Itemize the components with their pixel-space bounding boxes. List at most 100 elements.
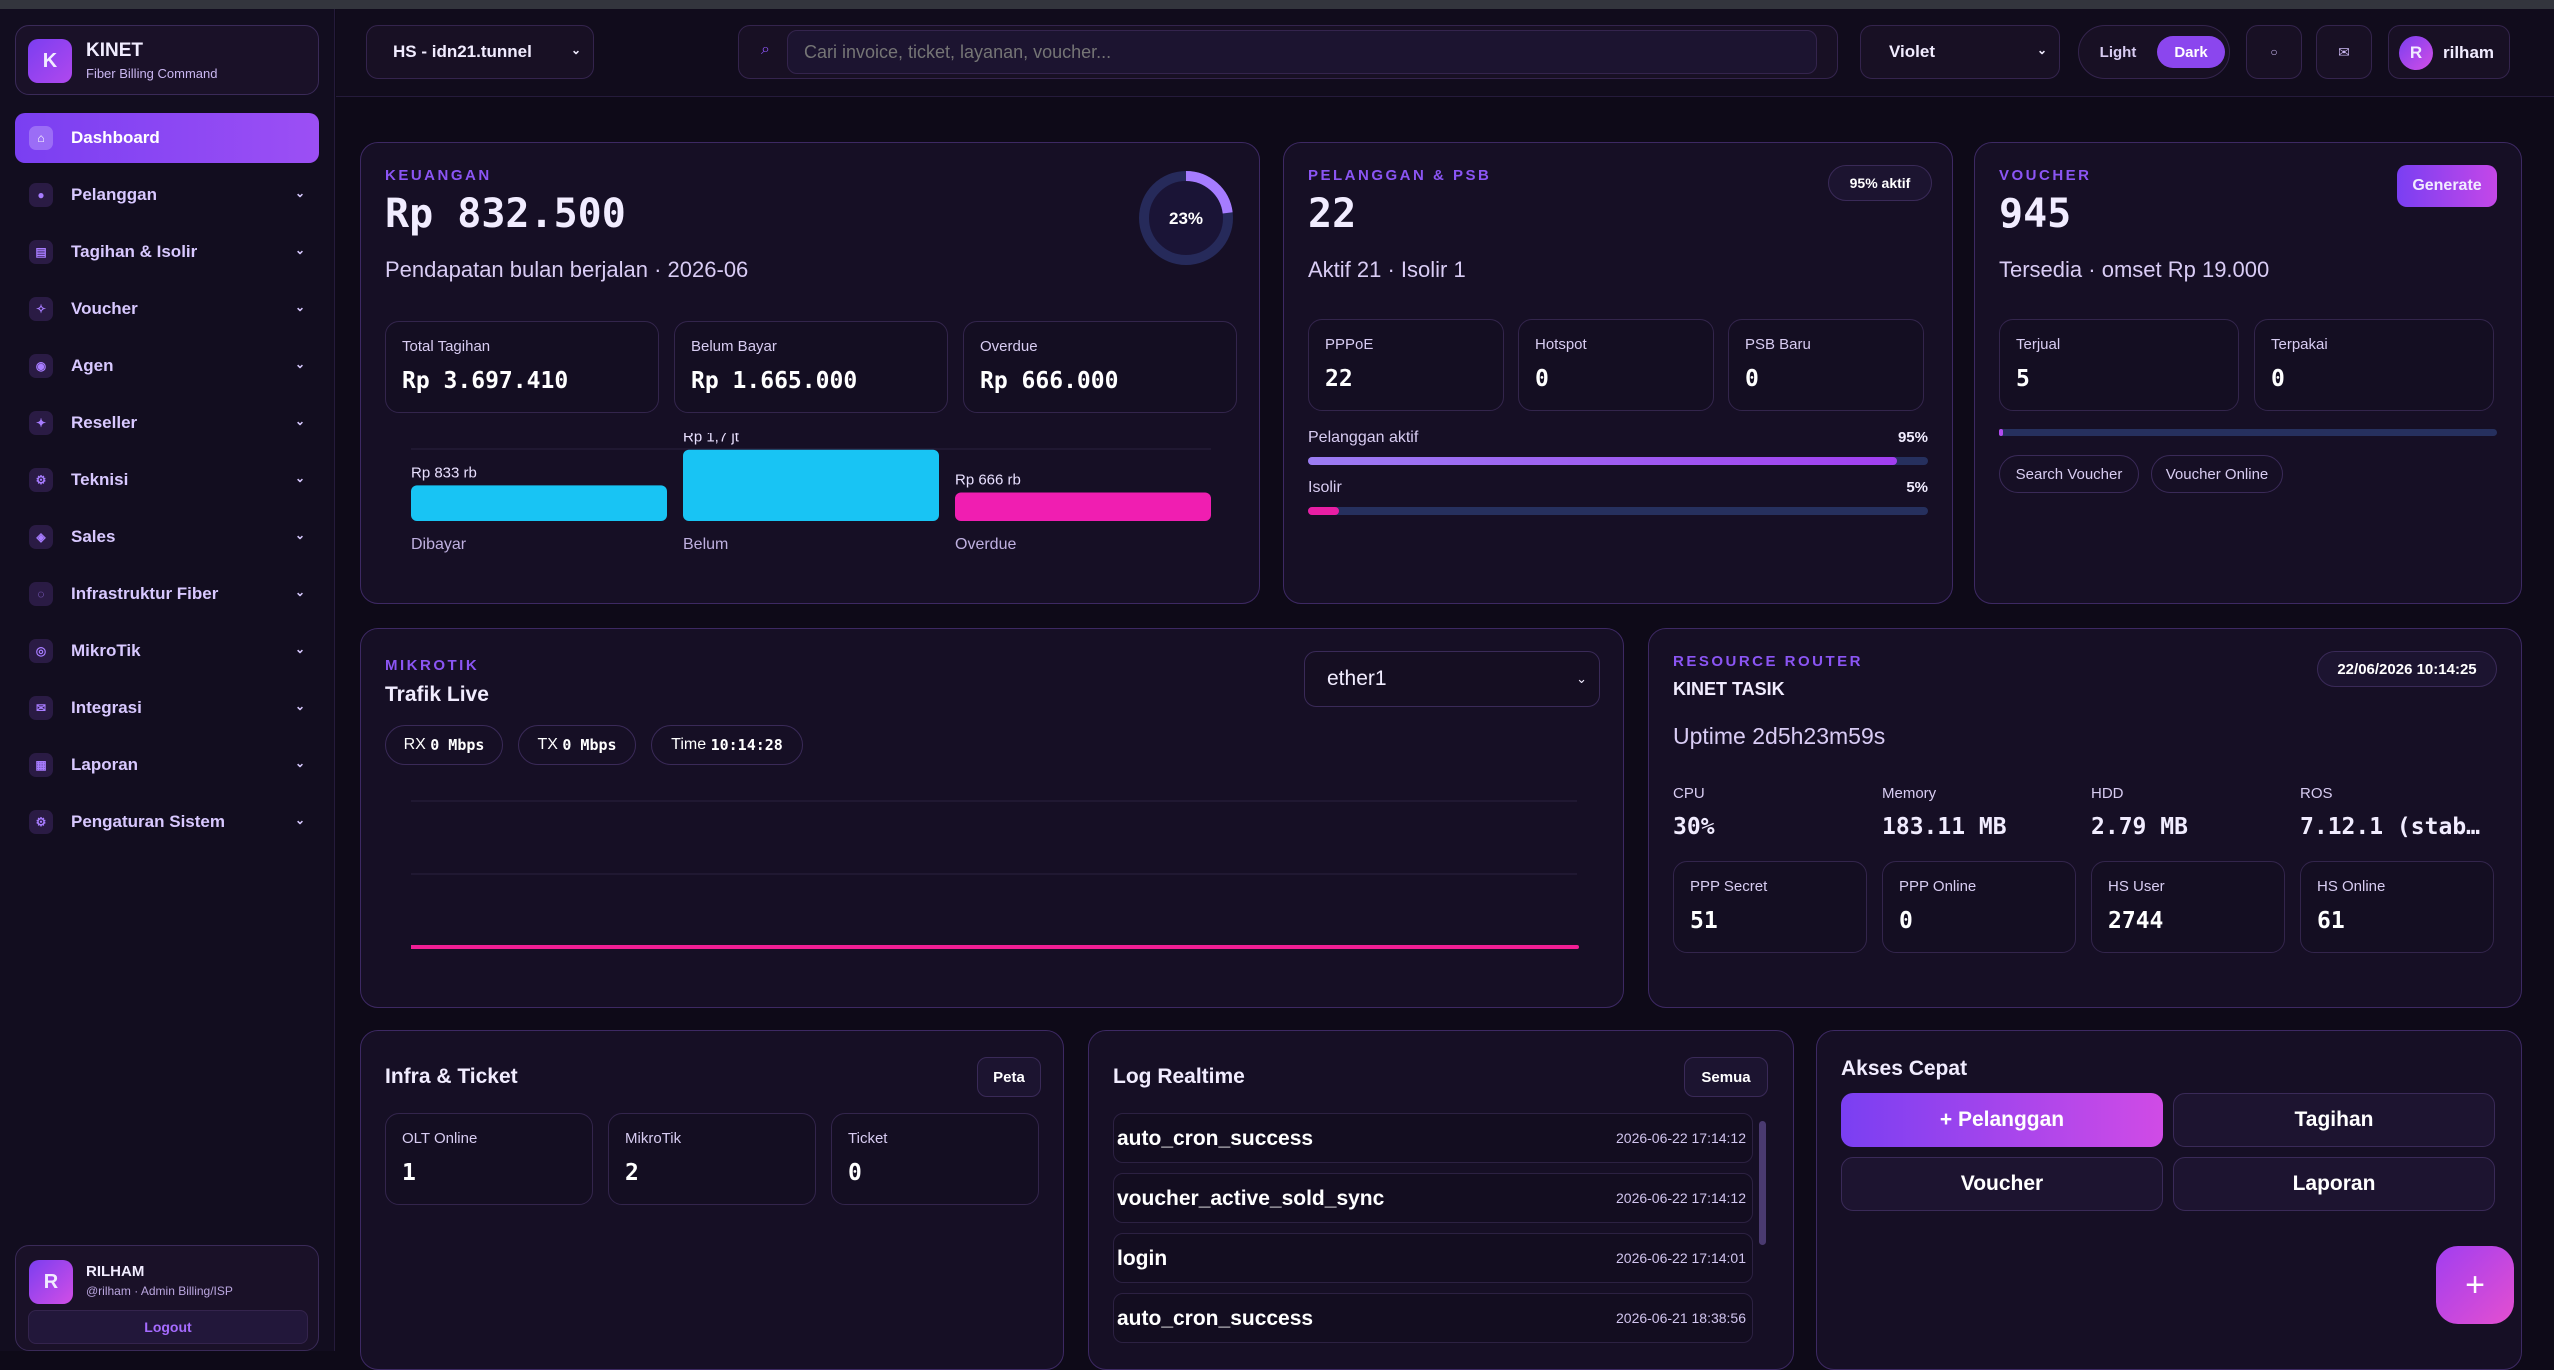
tx-value: 0 Mbps	[562, 736, 617, 754]
voucher-online-link[interactable]: Voucher Online	[2151, 455, 2283, 493]
generate-button[interactable]: Generate	[2397, 165, 2497, 207]
sidebar-item-voucher[interactable]: ✧ Voucher ⌄	[15, 284, 319, 334]
invoice-icon: ▤	[29, 240, 53, 264]
chevron-down-icon: ⌄	[294, 300, 305, 314]
interface-select[interactable]: ether1 ⌄	[1304, 651, 1600, 707]
agent-icon: ◉	[29, 354, 53, 378]
router-icon: ◎	[29, 639, 53, 663]
router-stat: HS Online 61	[2300, 861, 2494, 953]
progress-label: Isolir	[1308, 479, 1342, 496]
stat-label: PPP Secret	[1690, 878, 1768, 895]
sidebar-item-infrastruktur-fiber[interactable]: ◌ Infrastruktur Fiber ⌄	[15, 569, 319, 619]
sidebar-item-reseller[interactable]: ✦ Reseller ⌄	[15, 398, 319, 448]
voucher-count: 945	[1999, 191, 2072, 237]
stat-label: PPPoE	[1325, 336, 1374, 353]
sidebar-item-label: Pelanggan	[71, 185, 157, 204]
stat-value: 61	[2317, 908, 2345, 934]
interface-select-value: ether1	[1327, 667, 1387, 690]
chevron-down-icon: ⌄	[1576, 671, 1587, 686]
chevron-down-icon: ⌄	[294, 756, 305, 770]
voucher-label: VOUCHER	[1999, 167, 2092, 184]
category-label: Belum	[683, 536, 728, 553]
map-button[interactable]: Peta	[977, 1057, 1041, 1097]
sidebar-item-mikrotik[interactable]: ◎ MikroTik ⌄	[15, 626, 319, 676]
voucher-progress-fill	[1999, 429, 2003, 436]
progress-track	[1308, 507, 1928, 515]
log-event: auto_cron_success	[1117, 1307, 1314, 1330]
sidebar-item-pengaturan-sistem[interactable]: ⚙ Pengaturan Sistem ⌄	[15, 797, 319, 847]
traffic-line-chart	[411, 800, 1579, 949]
sidebar-item-pelanggan[interactable]: ● Pelanggan ⌄	[15, 170, 319, 220]
sidebar-item-label: Dashboard	[71, 128, 160, 147]
user-menu[interactable]: R rilham	[2388, 25, 2510, 79]
router-metric: Memory 183.11 MB	[1882, 785, 2082, 840]
topbar: HS - idn21.tunnel ⌄ ⌕ Violet ⌄ Light Dar…	[336, 9, 2554, 97]
sidebar-item-label: MikroTik	[71, 641, 141, 660]
reseller-icon: ✦	[29, 411, 53, 435]
finance-amount: Rp 832.500	[385, 191, 626, 237]
stat-value: 2	[625, 1160, 639, 1186]
stat-label: OLT Online	[402, 1130, 478, 1147]
logout-button[interactable]: Logout	[28, 1310, 308, 1344]
log-row[interactable]: auto_cron_success 2026-06-21 18:38:56	[1113, 1293, 1753, 1343]
customer-label: PELANGGAN & PSB	[1308, 167, 1492, 184]
router-metric: HDD 2.79 MB	[2091, 785, 2291, 840]
add-customer-button[interactable]: + Pelanggan	[1841, 1093, 2163, 1147]
hotspot-select[interactable]: HS - idn21.tunnel ⌄	[366, 25, 594, 79]
finance-progress-ring: 23%	[1139, 171, 1233, 265]
finance-bar-chart: Rp 833 rb Dibayar Rp 1,7 jt Belum Rp 666 rb O…	[411, 433, 1211, 553]
dark-mode-button[interactable]: Dark	[2157, 36, 2225, 68]
voucher-button[interactable]: Voucher	[1841, 1157, 2163, 1211]
router-name: KINET TASIK	[1673, 679, 1785, 699]
brand-name: KINET	[86, 40, 143, 61]
quick-access-title: Akses Cepat	[1841, 1057, 1968, 1080]
search-icon: ⌕	[761, 41, 770, 58]
theme-select[interactable]: Violet ⌄	[1860, 25, 2060, 79]
sidebar-item-label: Voucher	[71, 299, 138, 318]
search-voucher-link[interactable]: Search Voucher	[1999, 455, 2139, 493]
stat-label: HS Online	[2317, 878, 2386, 895]
customer-stat: Hotspot 0	[1518, 319, 1714, 411]
bar-data-label: Rp 666 rb	[955, 471, 1021, 488]
router-date-badge: 22/06/2026 10:14:25	[2317, 651, 2497, 687]
router-stat: PPP Secret 51	[1673, 861, 1867, 953]
sidebar-item-sales[interactable]: ◈ Sales ⌄	[15, 512, 319, 562]
fab-add-button[interactable]: +	[2436, 1246, 2514, 1324]
chevron-down-icon: ⌄	[294, 528, 305, 542]
light-mode-button[interactable]: Light	[2099, 43, 2137, 61]
infra-stat: MikroTik 2	[608, 1113, 816, 1205]
sidebar-item-integrasi[interactable]: ✉ Integrasi ⌄	[15, 683, 319, 733]
report-button[interactable]: Laporan	[2173, 1157, 2495, 1211]
search-input[interactable]	[787, 30, 1817, 74]
voucher-card: VOUCHER Generate 945 Tersedia · omset Rp…	[1974, 142, 2522, 604]
log-row[interactable]: login 2026-06-22 17:14:01	[1113, 1233, 1753, 1283]
hotspot-select-value: HS - idn21.tunnel	[393, 42, 532, 61]
brand-block[interactable]: K KINET Fiber Billing Command	[15, 25, 319, 95]
message-button[interactable]: ✉	[2316, 25, 2372, 79]
voucher-progress-track	[1999, 429, 2497, 436]
log-row[interactable]: auto_cron_success 2026-06-22 17:14:12	[1113, 1113, 1753, 1163]
log-all-button[interactable]: Semua	[1684, 1057, 1768, 1097]
chevron-down-icon: ⌄	[294, 243, 305, 257]
log-time: 2026-06-22 17:14:01	[1616, 1250, 1746, 1266]
customer-stat: PSB Baru 0	[1728, 319, 1924, 411]
sidebar-item-agen[interactable]: ◉ Agen ⌄	[15, 341, 319, 391]
sidebar-item-tagihan-isolir[interactable]: ▤ Tagihan & Isolir ⌄	[15, 227, 319, 277]
log-realtime-card: Log Realtime Semua auto_cron_success 2026…	[1088, 1030, 1794, 1370]
metric-value: 183.11 MB	[1882, 814, 2007, 840]
sidebar-item-laporan[interactable]: ▦ Laporan ⌄	[15, 740, 319, 790]
brand-logo: K	[28, 39, 72, 83]
sidebar-item-dashboard[interactable]: ⌂ Dashboard	[15, 113, 319, 163]
sidebar-item-label: Pengaturan Sistem	[71, 812, 225, 831]
log-scrollbar[interactable]	[1759, 1121, 1766, 1245]
time-value: 10:14:28	[710, 736, 783, 754]
log-time: 2026-06-21 18:38:56	[1616, 1310, 1746, 1326]
notification-button[interactable]: ○	[2246, 25, 2302, 79]
log-row[interactable]: voucher_active_sold_sync 2026-06-22 17:14…	[1113, 1173, 1753, 1223]
invoice-button[interactable]: Tagihan	[2173, 1093, 2495, 1147]
brand-tagline: Fiber Billing Command	[86, 66, 218, 81]
metric-value: 7.12.1 (stab…	[2300, 814, 2481, 840]
sidebar-item-teknisi[interactable]: ⚙ Teknisi ⌄	[15, 455, 319, 505]
voucher-stat: Terjual 5	[1999, 319, 2239, 411]
finance-stat: Overdue Rp 666.000	[963, 321, 1237, 413]
